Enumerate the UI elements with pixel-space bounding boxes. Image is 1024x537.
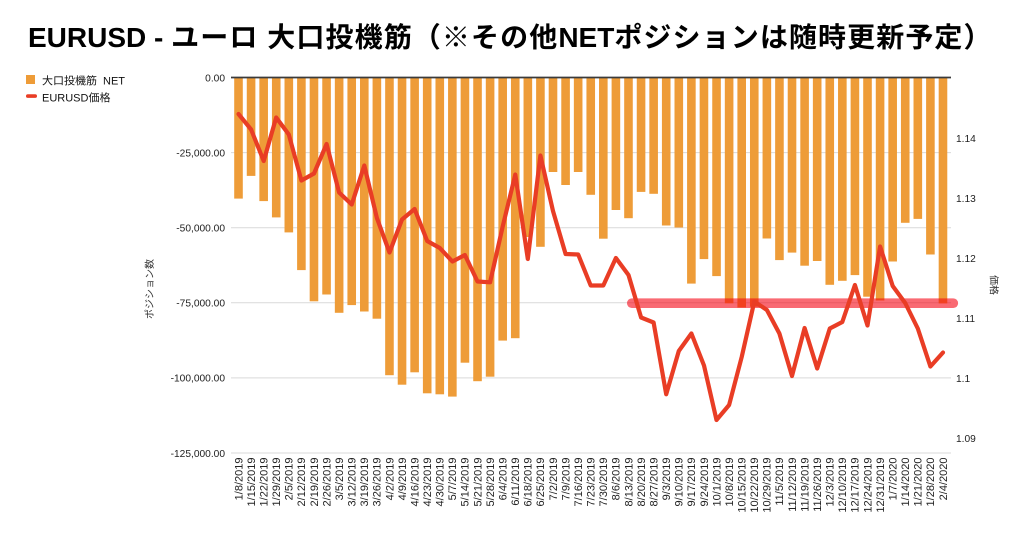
svg-text:1/7/2020: 1/7/2020: [888, 458, 900, 501]
svg-text:1.14: 1.14: [956, 134, 976, 145]
svg-text:EURUSD - ユーロ 大口投機筋（※その他NETポジショ: EURUSD - ユーロ 大口投機筋（※その他NETポジションは随時更新予定）: [28, 16, 993, 56]
svg-text:3/26/2019: 3/26/2019: [372, 458, 384, 507]
svg-text:8/27/2019: 8/27/2019: [648, 458, 660, 507]
svg-text:6/11/2019: 6/11/2019: [510, 458, 522, 506]
svg-text:7/23/2019: 7/23/2019: [586, 458, 598, 507]
svg-text:EURUSD価格: EURUSD価格: [42, 90, 110, 106]
svg-text:-100,000.00: -100,000.00: [171, 374, 226, 385]
svg-text:2/4/2020: 2/4/2020: [938, 458, 950, 501]
svg-text:8/6/2019: 8/6/2019: [611, 458, 623, 501]
svg-text:1/15/2019: 1/15/2019: [246, 458, 258, 507]
svg-text:1/14/2020: 1/14/2020: [900, 458, 912, 507]
svg-text:8/20/2019: 8/20/2019: [636, 458, 648, 507]
svg-text:10/1/2019: 10/1/2019: [711, 458, 723, 507]
svg-text:7/30/2019: 7/30/2019: [598, 458, 610, 507]
svg-text:3/19/2019: 3/19/2019: [359, 458, 371, 507]
svg-text:5/7/2019: 5/7/2019: [447, 458, 459, 501]
svg-text:11/5/2019: 11/5/2019: [774, 458, 786, 506]
svg-text:9/3/2019: 9/3/2019: [661, 458, 673, 501]
svg-text:7/2/2019: 7/2/2019: [548, 458, 560, 501]
svg-text:ポジション数: ポジション数: [141, 259, 156, 319]
svg-text:-50,000.00: -50,000.00: [176, 224, 225, 235]
svg-text:1/22/2019: 1/22/2019: [259, 458, 271, 507]
svg-text:4/16/2019: 4/16/2019: [409, 458, 421, 507]
svg-text:11/26/2019: 11/26/2019: [812, 458, 824, 512]
svg-text:12/24/2019: 12/24/2019: [862, 458, 874, 513]
svg-text:12/17/2019: 12/17/2019: [850, 458, 862, 513]
svg-text:1/28/2020: 1/28/2020: [925, 458, 937, 507]
svg-text:0.00: 0.00: [205, 73, 225, 84]
svg-text:4/9/2019: 4/9/2019: [397, 458, 409, 501]
svg-text:2/12/2019: 2/12/2019: [296, 458, 308, 507]
svg-text:6/4/2019: 6/4/2019: [498, 458, 510, 501]
svg-text:11/12/2019: 11/12/2019: [787, 458, 799, 512]
svg-text:価格: 価格: [988, 275, 1003, 295]
svg-text:10/15/2019: 10/15/2019: [737, 458, 749, 513]
svg-text:3/12/2019: 3/12/2019: [347, 458, 359, 507]
svg-text:2/26/2019: 2/26/2019: [321, 458, 333, 507]
svg-text:5/28/2019: 5/28/2019: [485, 458, 497, 507]
svg-text:10/22/2019: 10/22/2019: [749, 458, 761, 513]
svg-text:4/2/2019: 4/2/2019: [384, 458, 396, 501]
svg-text:6/18/2019: 6/18/2019: [523, 458, 535, 507]
svg-text:1.1: 1.1: [956, 374, 970, 385]
svg-text:1.13: 1.13: [956, 194, 976, 205]
svg-text:1.09: 1.09: [956, 434, 976, 445]
svg-text:5/14/2019: 5/14/2019: [460, 458, 472, 507]
svg-text:2/5/2019: 2/5/2019: [284, 458, 296, 501]
svg-text:10/29/2019: 10/29/2019: [762, 458, 774, 513]
svg-text:1.11: 1.11: [956, 314, 975, 325]
svg-text:4/23/2019: 4/23/2019: [422, 458, 434, 507]
svg-text:4/30/2019: 4/30/2019: [435, 458, 447, 507]
svg-text:12/10/2019: 12/10/2019: [837, 458, 849, 513]
svg-text:8/13/2019: 8/13/2019: [623, 458, 635, 507]
svg-text:3/5/2019: 3/5/2019: [334, 458, 346, 501]
svg-text:-75,000.00: -75,000.00: [176, 299, 225, 310]
svg-text:7/16/2019: 7/16/2019: [573, 458, 585, 507]
svg-text:1.12: 1.12: [956, 254, 976, 265]
svg-text:5/21/2019: 5/21/2019: [472, 458, 484, 507]
svg-text:9/17/2019: 9/17/2019: [686, 458, 698, 507]
svg-text:9/24/2019: 9/24/2019: [699, 458, 711, 507]
svg-text:-25,000.00: -25,000.00: [176, 148, 225, 159]
svg-text:-125,000.00: -125,000.00: [171, 449, 226, 460]
svg-text:2/19/2019: 2/19/2019: [309, 458, 321, 507]
svg-text:6/25/2019: 6/25/2019: [535, 458, 547, 507]
svg-text:1/21/2020: 1/21/2020: [913, 458, 925, 507]
svg-text:9/10/2019: 9/10/2019: [674, 458, 686, 507]
svg-text:7/9/2019: 7/9/2019: [560, 458, 572, 501]
svg-text:12/3/2019: 12/3/2019: [825, 458, 837, 507]
svg-text:10/8/2019: 10/8/2019: [724, 458, 736, 507]
svg-text:1/29/2019: 1/29/2019: [271, 458, 283, 507]
svg-text:1/8/2019: 1/8/2019: [233, 458, 245, 501]
svg-text:11/19/2019: 11/19/2019: [799, 458, 811, 512]
svg-text:12/31/2019: 12/31/2019: [875, 458, 887, 513]
